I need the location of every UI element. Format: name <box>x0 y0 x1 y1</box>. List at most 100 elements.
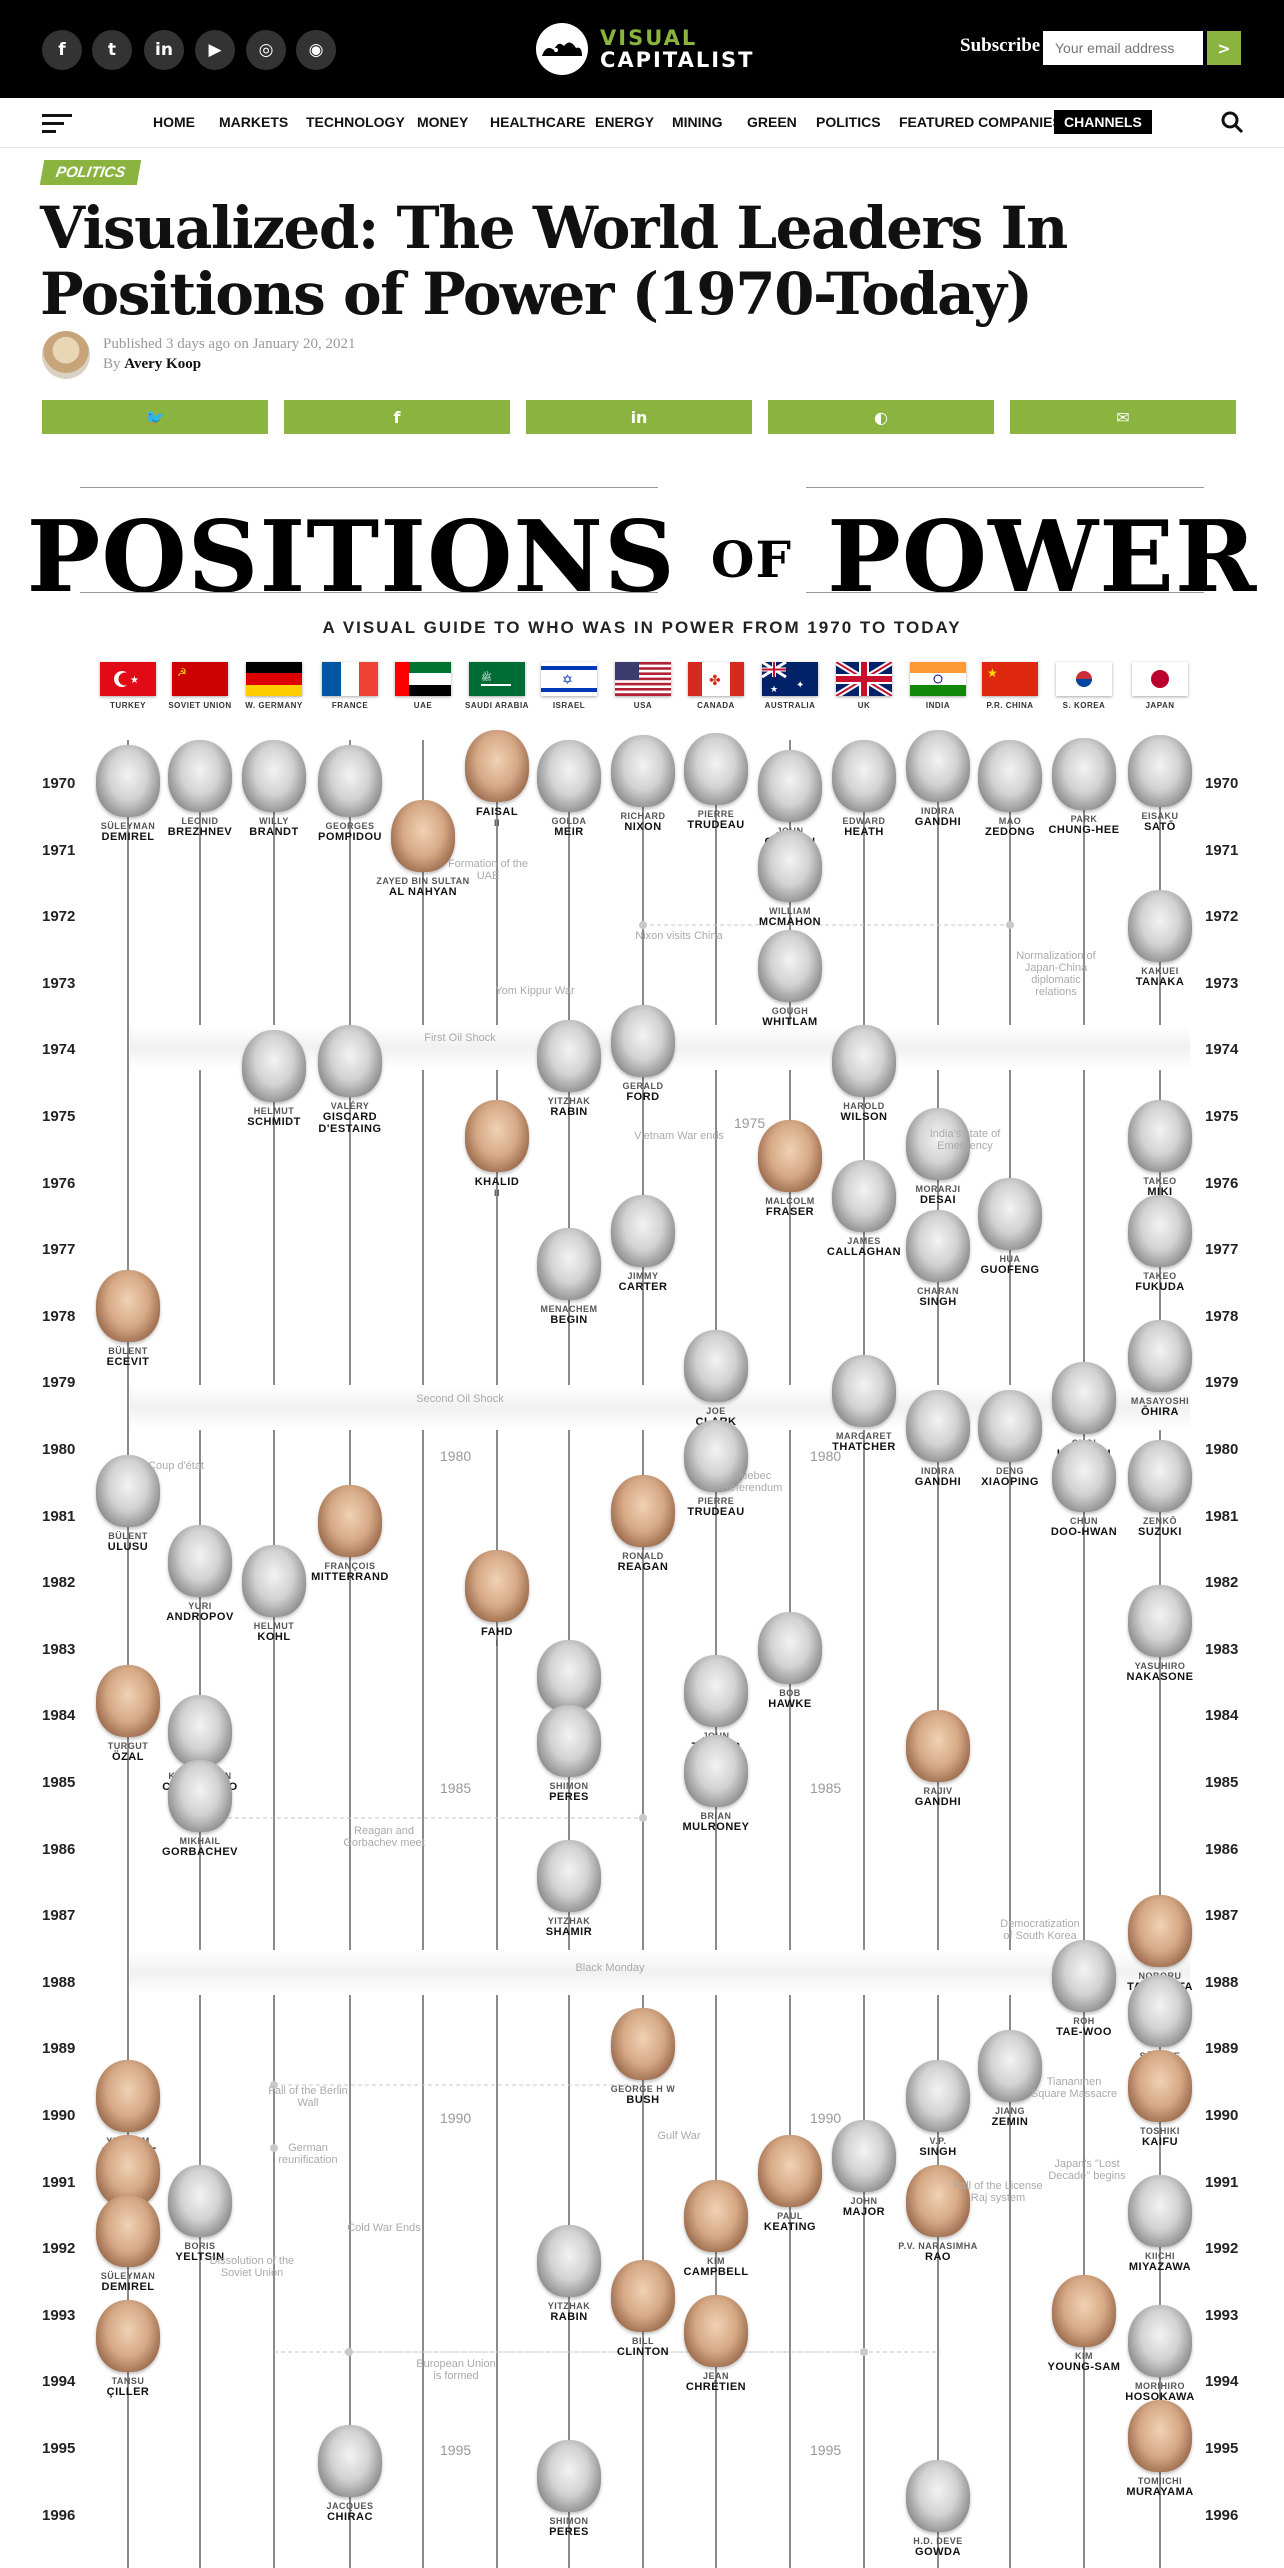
leader-portrait <box>1128 1100 1192 1172</box>
leader-portrait <box>1128 2050 1192 2122</box>
leader-portrait <box>537 1840 601 1912</box>
year-label-right: 1983 <box>1205 1640 1239 1658</box>
leader-name: GOUGH WHITLAM <box>730 1006 850 1028</box>
linkedin-icon[interactable]: in <box>144 30 184 70</box>
leader-portrait <box>832 1025 896 1097</box>
leader-name: KIM CAMPBELL <box>656 2256 776 2278</box>
event-annotation: India's state of Emergency <box>929 1128 1001 1152</box>
leader-portrait <box>906 2165 970 2237</box>
leader-last-name: MEIR <box>554 826 584 838</box>
share-facebook-button[interactable]: f <box>284 400 510 434</box>
flag-australia-icon: ✦ ★ <box>762 662 818 696</box>
event-annotation: European Union is formed <box>416 2358 496 2382</box>
leader-first-name: ZENKŌ <box>1143 1516 1177 1526</box>
leader-portrait <box>906 2060 970 2132</box>
leader-last-name: YOUNG-SAM <box>1047 2361 1121 2373</box>
leader-first-name: LEONID <box>181 816 219 826</box>
leader-last-name: KAIFU <box>1141 2136 1179 2148</box>
share-linkedin-button[interactable]: in <box>526 400 752 434</box>
youtube-icon[interactable]: ▶ <box>195 30 235 70</box>
leader-last-name: KHALID <box>474 1176 520 1188</box>
leader-first-name: JIMMY <box>627 1271 659 1281</box>
title-power: POWER <box>827 500 1258 615</box>
leader-name: TANSU ÇILLER <box>68 2376 188 2398</box>
search-icon[interactable] <box>1220 110 1246 136</box>
leader-first-name: DENG <box>995 1466 1024 1476</box>
site-logo[interactable]: VISUAL CAPITALIST <box>532 22 754 76</box>
nav-item-healthcare[interactable]: HEALTHCARE <box>490 114 586 130</box>
leader-last-name: REAGAN <box>617 1561 669 1573</box>
leader-portrait <box>537 1020 601 1092</box>
title-rule-bottom-right <box>806 592 1204 593</box>
leader-portrait <box>96 2195 160 2267</box>
leader-last-name: RAO <box>925 2251 951 2263</box>
leader-name: GEORGE H W BUSH <box>583 2084 703 2106</box>
leader-name: PARK CHUNG-HEE <box>1024 814 1144 836</box>
svg-text:★: ★ <box>987 666 998 680</box>
nav-item-technology[interactable]: TECHNOLOGY <box>306 114 405 130</box>
facebook-icon[interactable]: f <box>42 30 82 70</box>
leader-portrait <box>391 800 455 872</box>
leader-name: FRANÇOIS MITTERRAND <box>290 1561 410 1583</box>
nav-item-energy[interactable]: ENERGY <box>595 114 655 130</box>
leader-first-name: SÜLEYMAN <box>100 821 156 831</box>
nav-item-money[interactable]: MONEY <box>417 114 469 130</box>
leader-last-name: KEATING <box>763 2221 817 2233</box>
nav-item-politics[interactable]: POLITICS <box>816 114 881 130</box>
published-ago: 3 days ago <box>165 336 231 352</box>
leader-portrait <box>758 930 822 1002</box>
country-label: UAE <box>413 701 433 710</box>
leader-name: JACQUES CHIRAC <box>290 2501 410 2523</box>
year-label-left: 1981 <box>42 1507 76 1525</box>
leader-first-name: KIM <box>707 2256 725 2266</box>
leader-portrait <box>906 1108 970 1180</box>
leader-name: PIERRE TRUDEAU <box>656 1496 776 1518</box>
leader-portrait <box>611 2260 675 2332</box>
year-label-right: 1975 <box>1205 1108 1239 1125</box>
year-label-left: 1991 <box>42 2173 76 2191</box>
nav-item-markets[interactable]: MARKETS <box>219 114 289 130</box>
leader-last-name: FAHD <box>481 1626 513 1638</box>
flag-w-germany-icon <box>246 662 302 696</box>
title-rule-bottom-left <box>80 592 658 593</box>
nav-item-channels[interactable]: CHANNELS <box>1054 110 1152 134</box>
email-input[interactable] <box>1043 31 1203 65</box>
share-twitter-button[interactable]: 🐦 <box>42 400 268 434</box>
flag-israel-icon: ✡ <box>541 662 597 696</box>
leader-name: MORIHIRO HOSOKAWA <box>1100 2381 1220 2403</box>
flag-france-icon <box>322 662 378 696</box>
instagram-icon[interactable]: ◎ <box>246 30 286 70</box>
leader-portrait <box>611 1195 675 1267</box>
category-badge[interactable]: POLITICS <box>39 160 142 185</box>
leader-name: JAMES CALLAGHAN <box>804 1236 924 1258</box>
subscribe-submit-button[interactable]: > <box>1207 31 1241 65</box>
leader-last-name: CALLAGHAN <box>826 1246 902 1258</box>
twitter-icon[interactable]: t <box>92 30 132 70</box>
decade-marker: 1995 <box>440 2442 472 2458</box>
share-email-button[interactable]: ✉ <box>1010 400 1236 434</box>
author-name[interactable]: Avery Koop <box>124 356 202 372</box>
menu-icon[interactable] <box>42 114 72 134</box>
year-label-right: 1993 <box>1205 2306 1239 2324</box>
event-annotation: Japan's "Lost Decade" begins <box>1048 2158 1126 2182</box>
leader-portrait <box>1128 1440 1192 1512</box>
leader-last-name: GANDHI <box>914 1476 962 1488</box>
leader-portrait <box>96 2060 160 2132</box>
event-annotation: Fall of the Berlin Wall <box>268 2085 348 2109</box>
leader-last-name: MULRONEY <box>682 1821 750 1833</box>
nav-item-green[interactable]: GREEN <box>747 114 797 130</box>
year-label-left: 1978 <box>42 1307 76 1325</box>
event-annotation: Black Monday <box>575 1962 645 1974</box>
leader-first-name: RONALD <box>622 1551 664 1561</box>
leader-portrait <box>758 1612 822 1684</box>
share-reddit-button[interactable]: ◐ <box>768 400 994 434</box>
rss-icon[interactable]: ◉ <box>296 30 336 70</box>
leader-last-name: DESAI <box>919 1194 957 1206</box>
nav-item-mining[interactable]: MINING <box>672 114 723 130</box>
leader-portrait <box>465 730 529 802</box>
leader-last-name: CHRÉTIEN <box>685 2381 747 2393</box>
country-label: P.R. CHINA <box>986 701 1034 710</box>
nav-item-home[interactable]: HOME <box>153 114 195 130</box>
nav-item-featured-companies[interactable]: FEATURED COMPANIES <box>899 114 1062 130</box>
leader-last-name: BREZHNEV <box>167 826 233 838</box>
